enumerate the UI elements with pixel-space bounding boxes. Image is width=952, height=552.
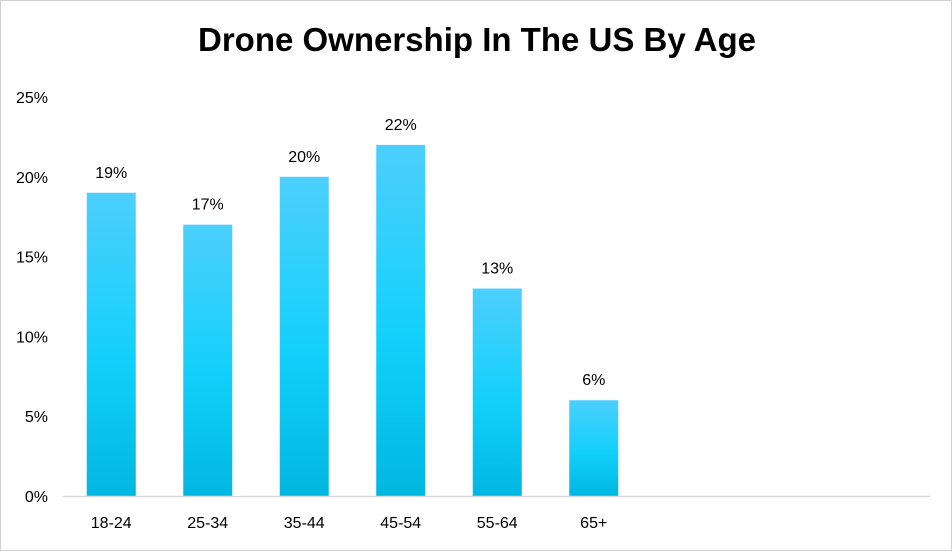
x-tick-label: 25-34	[187, 515, 228, 532]
bar-45-54	[376, 144, 426, 496]
y-axis-labels: 0% 5% 10% 15% 20% 25%	[16, 90, 48, 506]
y-tick-label: 0%	[25, 489, 48, 506]
data-label: 20%	[288, 149, 320, 166]
data-label: 22%	[385, 117, 417, 134]
bars	[86, 144, 619, 497]
bar-35-44	[279, 176, 329, 497]
data-labels: 19% 17% 20% 22% 13% 6%	[95, 117, 605, 389]
bar-18-24	[86, 192, 136, 496]
x-tick-label: 18-24	[91, 515, 132, 532]
y-tick-label: 5%	[25, 409, 48, 426]
bar-65+	[569, 400, 619, 496]
chart-title: Drone Ownership In The US By Age	[197, 21, 757, 58]
data-label: 17%	[192, 197, 224, 214]
y-tick-label: 25%	[16, 90, 48, 107]
x-tick-label: 65+	[580, 515, 607, 532]
bar-25-34	[183, 224, 233, 496]
y-tick-label: 10%	[16, 329, 48, 346]
x-axis-labels: 18-24 25-34 35-44 45-54 55-64 65+	[91, 515, 608, 532]
x-tick-label: 45-54	[380, 515, 421, 532]
y-tick-label: 20%	[16, 170, 48, 187]
data-label: 19%	[95, 165, 127, 182]
data-label: 13%	[481, 261, 513, 278]
y-tick-label: 15%	[16, 250, 48, 267]
x-tick-label: 55-64	[477, 515, 518, 532]
x-tick-label: 35-44	[284, 515, 325, 532]
data-label: 6%	[582, 372, 605, 389]
bar-55-64	[472, 288, 522, 496]
